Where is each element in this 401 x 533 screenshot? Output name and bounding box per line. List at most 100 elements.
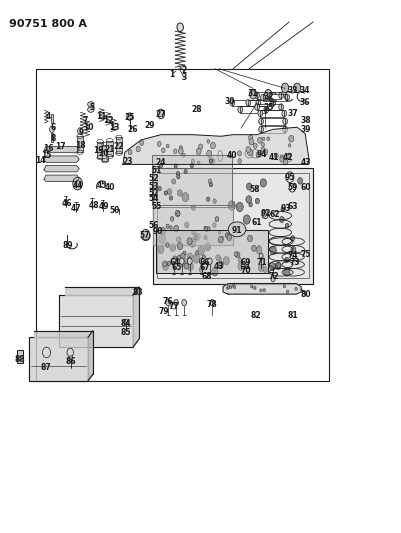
Text: 60: 60: [300, 183, 310, 192]
Circle shape: [158, 235, 165, 244]
Circle shape: [275, 262, 280, 270]
Ellipse shape: [258, 118, 263, 125]
Circle shape: [215, 255, 220, 261]
Circle shape: [270, 277, 274, 282]
Ellipse shape: [278, 104, 283, 110]
Text: 59: 59: [286, 183, 297, 192]
Circle shape: [182, 251, 186, 256]
Circle shape: [284, 257, 288, 263]
Circle shape: [283, 159, 287, 165]
Circle shape: [279, 157, 283, 162]
Circle shape: [175, 210, 180, 217]
Text: 83: 83: [132, 287, 143, 296]
Ellipse shape: [258, 126, 263, 133]
Circle shape: [297, 177, 302, 184]
Circle shape: [243, 215, 250, 224]
Text: 2: 2: [181, 67, 186, 75]
Circle shape: [190, 164, 193, 168]
Text: 89: 89: [63, 241, 73, 250]
Text: 23: 23: [123, 157, 133, 166]
Text: 25: 25: [124, 113, 135, 122]
Text: 41: 41: [268, 153, 278, 162]
Circle shape: [142, 229, 149, 240]
Circle shape: [184, 263, 188, 269]
Bar: [240, 107, 265, 113]
Circle shape: [255, 198, 259, 204]
Text: 31: 31: [246, 89, 257, 98]
Text: 81: 81: [286, 311, 297, 320]
Text: 35: 35: [263, 102, 273, 111]
Text: 94: 94: [256, 150, 267, 159]
Circle shape: [171, 179, 175, 184]
Circle shape: [257, 137, 261, 143]
Text: 27: 27: [155, 110, 166, 119]
Text: 77: 77: [168, 302, 179, 311]
Circle shape: [140, 140, 143, 146]
Circle shape: [213, 199, 216, 204]
Text: 22: 22: [113, 142, 124, 151]
Circle shape: [195, 251, 198, 255]
Circle shape: [279, 216, 284, 223]
Text: 14: 14: [34, 156, 45, 165]
Circle shape: [225, 233, 228, 238]
Circle shape: [269, 246, 275, 255]
Ellipse shape: [282, 118, 287, 125]
Circle shape: [258, 253, 262, 259]
Text: 90751 800 A: 90751 800 A: [9, 19, 87, 29]
Circle shape: [218, 261, 223, 268]
Circle shape: [177, 190, 182, 196]
Text: 70: 70: [240, 266, 251, 275]
Circle shape: [194, 233, 200, 241]
Circle shape: [173, 225, 178, 232]
Circle shape: [170, 216, 174, 221]
Circle shape: [237, 262, 244, 270]
Circle shape: [167, 261, 170, 266]
Circle shape: [192, 254, 199, 263]
Text: 63: 63: [286, 203, 297, 212]
Circle shape: [230, 223, 237, 232]
Text: 79: 79: [158, 307, 169, 316]
Polygon shape: [44, 175, 79, 181]
Circle shape: [187, 253, 192, 260]
Text: 93: 93: [280, 204, 290, 213]
Bar: [156, 173, 308, 278]
Ellipse shape: [87, 107, 94, 112]
Circle shape: [288, 135, 293, 142]
Text: 80: 80: [300, 289, 310, 298]
Text: 52: 52: [148, 174, 158, 183]
Text: 10: 10: [83, 123, 93, 132]
Circle shape: [204, 236, 207, 240]
Text: 56: 56: [148, 221, 158, 230]
Text: 62: 62: [269, 210, 279, 219]
Text: 29: 29: [144, 121, 155, 130]
Circle shape: [166, 224, 169, 229]
Bar: [152, 167, 312, 284]
Circle shape: [209, 157, 212, 161]
Text: 72: 72: [268, 272, 279, 280]
Circle shape: [198, 144, 202, 149]
Polygon shape: [65, 287, 139, 295]
Circle shape: [184, 169, 187, 174]
Bar: [260, 126, 284, 133]
Circle shape: [166, 144, 169, 148]
Text: 91: 91: [231, 226, 242, 235]
Circle shape: [259, 289, 261, 292]
Circle shape: [209, 183, 212, 187]
Circle shape: [186, 238, 192, 245]
Circle shape: [158, 246, 164, 254]
Circle shape: [197, 246, 204, 255]
Text: 21: 21: [104, 145, 115, 154]
Circle shape: [160, 228, 165, 235]
Circle shape: [226, 232, 229, 236]
Circle shape: [269, 262, 275, 270]
Polygon shape: [123, 127, 308, 165]
Circle shape: [179, 260, 184, 267]
Text: 33: 33: [286, 85, 297, 94]
Circle shape: [194, 235, 197, 240]
Ellipse shape: [237, 107, 242, 113]
Bar: [115, 138, 122, 154]
Circle shape: [253, 143, 257, 148]
Circle shape: [191, 205, 195, 210]
Text: 45: 45: [96, 181, 107, 190]
Text: 74: 74: [286, 252, 297, 260]
